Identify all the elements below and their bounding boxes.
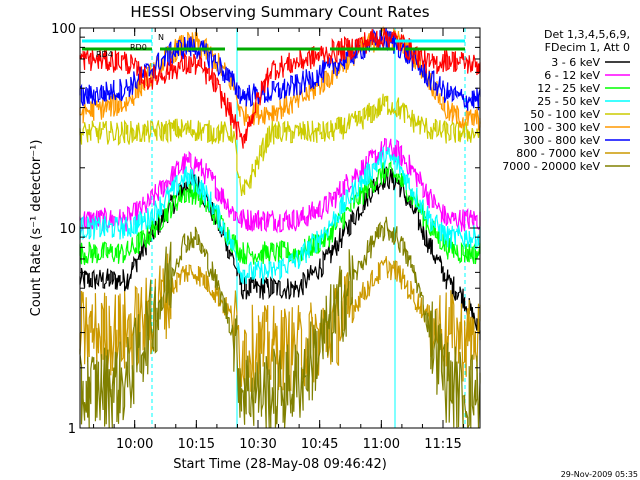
annotation-n: N (158, 33, 164, 42)
legend-label: 3 - 6 keV (551, 56, 600, 69)
legend-label: 800 - 7000 keV (516, 147, 600, 160)
legend-label: 300 - 800 keV (523, 134, 600, 147)
series-line-4 (79, 93, 481, 197)
chart-title: HESSI Observing Summary Count Rates (130, 3, 429, 21)
x-tick-label: 10:00 (116, 437, 153, 452)
series-line-0 (79, 166, 481, 341)
y-tick-label: 10 (59, 222, 76, 237)
y-tick-label: 1 (68, 422, 76, 437)
legend-label: 25 - 50 keV (537, 95, 600, 108)
series-line-8 (79, 216, 481, 429)
x-tick-label: 10:45 (301, 437, 338, 452)
plot-data-area: N RD0 RD4 (79, 25, 481, 429)
legend-label: 7000 - 20000 keV (502, 160, 600, 173)
legend-header: FDecim 1, Att 0 (545, 41, 630, 54)
x-axis-label: Start Time (28-May-08 09:46:42) (173, 457, 387, 472)
legend-header: Det 1,3,4,5,6,9, (544, 28, 630, 41)
legend-label: 12 - 25 keV (537, 82, 600, 95)
axis-ticks: 10:00 10:15 10:30 10:45 11:00 11:15 1 10 100 (51, 22, 480, 452)
x-tick-label: 10:15 (178, 437, 215, 452)
series-line-3 (79, 146, 481, 285)
series-line-9 (79, 27, 481, 149)
x-tick-label: 11:15 (424, 437, 461, 452)
x-tick-label: 10:30 (239, 437, 276, 452)
legend-label: 6 - 12 keV (544, 69, 600, 82)
legend-label: 50 - 100 keV (530, 108, 600, 121)
y-axis-label: Count Rate (s⁻¹ detector⁻¹) (29, 140, 44, 317)
legend-label: 100 - 300 keV (523, 121, 600, 134)
footer-timestamp: 29-Nov-2009 05:35 (561, 470, 638, 479)
legend: Det 1,3,4,5,6,9,FDecim 1, Att 0 3 - 6 keV… (502, 28, 630, 173)
y-tick-label: 100 (51, 22, 76, 37)
x-tick-label: 11:00 (363, 437, 400, 452)
annotation-rd0: RD0 (130, 43, 147, 52)
annotation-rd4: RD4 (96, 50, 113, 59)
series-line-1 (79, 137, 481, 234)
